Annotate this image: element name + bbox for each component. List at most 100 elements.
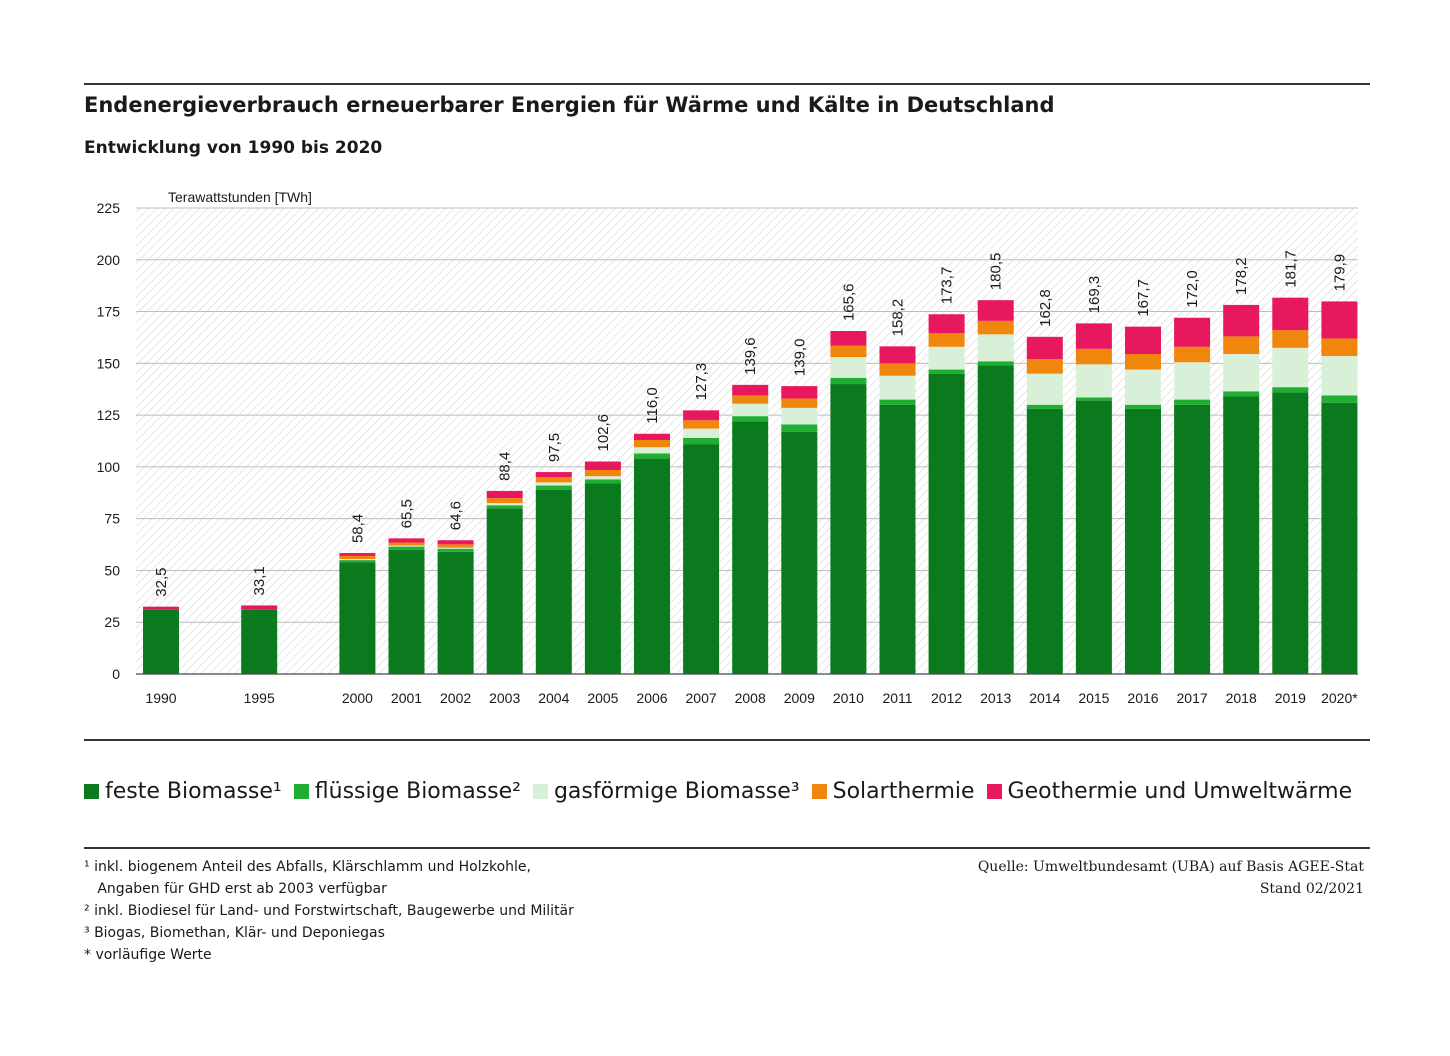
x-tick-label: 2007: [686, 690, 717, 706]
bar-segment: [683, 410, 720, 421]
bar-segment: [486, 503, 523, 506]
legend-label: gasförmige Biomasse³: [553, 779, 800, 804]
bar-segment: [683, 428, 720, 438]
bar-segment: [634, 453, 670, 459]
total-data-label: 180,5: [988, 253, 1005, 291]
x-tick-label: 2020*: [1321, 690, 1358, 706]
legend-swatch: [532, 784, 548, 799]
legend-swatch: [811, 784, 827, 799]
total-data-label: 116,0: [644, 387, 661, 423]
legend: feste Biomasse¹ flüssige Biomasse² gasfö…: [84, 779, 1364, 804]
bar-segment: [1075, 397, 1112, 401]
bar-segment: [830, 384, 867, 674]
bar-segment: [1321, 301, 1358, 339]
bar-segment: [879, 363, 916, 376]
bar-segment: [486, 490, 523, 499]
total-data-label: 88,4: [497, 452, 514, 481]
bar-segment: [1125, 354, 1161, 370]
bar-segment: [1026, 404, 1063, 409]
bar-segment: [437, 540, 474, 545]
bar-segment: [977, 334, 1014, 362]
x-tick-label: 1990: [145, 690, 176, 706]
y-tick-label: 50: [104, 562, 120, 578]
total-data-label: 179,9: [1331, 254, 1348, 292]
bar-segment: [928, 369, 965, 374]
bar-segment: [535, 482, 572, 486]
total-data-label: 169,3: [1086, 276, 1103, 314]
bar-segment: [486, 505, 523, 509]
bar-segment: [1223, 304, 1260, 337]
legend-label: Solarthermie: [832, 779, 975, 804]
x-tick-label: 2001: [391, 690, 422, 706]
bar-segment: [1272, 297, 1309, 331]
legend-label: Geothermie und Umweltwärme: [1007, 779, 1353, 804]
x-tick-label: 2016: [1127, 690, 1158, 706]
bar-segment: [1075, 348, 1112, 365]
bar-segment: [830, 357, 867, 378]
total-data-label: 181,7: [1282, 250, 1299, 288]
legend-item-geothermie: Geothermie und Umweltwärme: [986, 779, 1353, 804]
x-tick-label: 2014: [1029, 690, 1060, 706]
footnote-3: ³ Biogas, Biomethan, Klär- und Deponiega…: [84, 925, 385, 941]
bar-segment: [1223, 396, 1260, 674]
bar-segment: [1321, 356, 1358, 396]
bar-segment: [928, 373, 965, 674]
bar-segment: [634, 439, 670, 448]
footnote-1: ¹ inkl. biogenem Anteil des Abfalls, Klä…: [84, 859, 531, 875]
stacked-bar-chart: 0 25 50 75 100 125 150 175 200 225 1990 32,5 1995 33…: [97, 189, 1359, 706]
bar-segment: [437, 544, 474, 548]
bar-segment: [683, 444, 720, 674]
y-tick-label: 100: [97, 459, 121, 475]
x-tick-label: 2004: [538, 690, 569, 706]
legend-swatch: [986, 784, 1002, 799]
chart-subtitle: Entwicklung von 1990 bis 2020: [84, 138, 383, 158]
x-tick-label: 2013: [980, 690, 1011, 706]
x-tick-label: 2011: [882, 690, 912, 706]
total-data-label: 33,1: [251, 566, 268, 595]
x-tick-label: 2017: [1177, 690, 1208, 706]
bar-segment: [732, 384, 769, 396]
bar-segment: [732, 403, 769, 417]
y-tick-label: 175: [97, 304, 121, 320]
chart-bottom-rule: [84, 739, 1370, 741]
x-tick-label: 2009: [784, 690, 815, 706]
bar-segment: [1174, 346, 1211, 363]
bar-segment: [1026, 373, 1063, 405]
source-note: Quelle: Umweltbundesamt (UBA) auf Basis …: [978, 856, 1364, 900]
bar-segment: [388, 545, 425, 547]
bar-segment: [339, 560, 376, 563]
bar-segment: [781, 398, 818, 408]
bar-segment: [1272, 347, 1309, 388]
y-tick-label: 0: [112, 666, 120, 682]
legend-label: feste Biomasse¹: [105, 779, 282, 804]
bar-segment: [1125, 404, 1161, 409]
bar-segment: [584, 461, 621, 470]
bar-segment: [1223, 336, 1260, 355]
bar-segment: [1026, 408, 1063, 674]
x-tick-label: 2005: [587, 690, 618, 706]
bar-segment: [535, 472, 572, 478]
bar-segment: [830, 345, 867, 358]
bar-segment: [1272, 330, 1309, 348]
x-tick-label: 2019: [1275, 690, 1306, 706]
bar-segment: [437, 548, 474, 552]
legend-bottom-rule: [84, 847, 1370, 849]
bar-segment: [732, 416, 769, 422]
bar-segment: [1075, 364, 1112, 398]
legend-label: flüssige Biomasse²: [314, 779, 521, 804]
bar-segment: [879, 399, 916, 405]
chart-title: Endenergieverbrauch erneuerbarer Energie…: [84, 93, 1055, 117]
x-tick-label: 2000: [342, 690, 373, 706]
bar-segment: [143, 606, 179, 610]
bar-segment: [388, 538, 425, 543]
bar-segment: [535, 477, 572, 483]
total-data-label: 172,0: [1184, 270, 1201, 308]
bar-segment: [437, 551, 474, 674]
bar-segment: [486, 498, 523, 504]
y-tick-label: 125: [97, 407, 121, 423]
bar-segment: [1174, 362, 1211, 400]
bar-segment: [1321, 395, 1358, 403]
bar-segment: [486, 508, 523, 674]
footnote-2: ² inkl. Biodiesel für Land- und Forstwir…: [84, 903, 574, 919]
bar-segment: [339, 562, 376, 674]
